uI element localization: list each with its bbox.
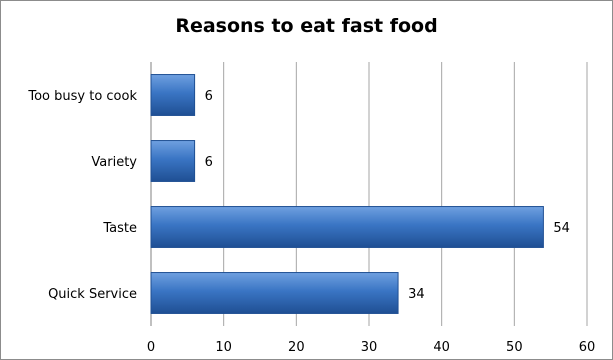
- data-label: 6: [205, 89, 213, 104]
- category-label: Quick Service: [48, 287, 137, 302]
- x-tick-label: 10: [215, 340, 232, 355]
- category-label: Variety: [91, 155, 137, 170]
- labels: 0 10 20 30 40 50 60 Too busy to cook 6 Variety 6 Ta…: [27, 89, 595, 355]
- x-tick-label: 0: [147, 340, 155, 355]
- category-label: Too busy to cook: [27, 89, 137, 104]
- x-tick-label: 60: [579, 340, 596, 355]
- data-label: 54: [553, 221, 570, 236]
- data-label: 34: [408, 287, 425, 302]
- bar: [150, 272, 399, 314]
- bar: [150, 140, 196, 182]
- x-tick-label: 20: [288, 340, 305, 355]
- x-tick-label: 50: [506, 340, 523, 355]
- bars: [150, 74, 544, 314]
- x-tick-label: 30: [361, 340, 378, 355]
- chart-title: Reasons to eat fast food: [175, 15, 438, 37]
- category-label: Taste: [102, 221, 137, 236]
- x-tick-label: 40: [433, 340, 450, 355]
- bar: [150, 206, 544, 248]
- data-label: 6: [205, 155, 213, 170]
- bar: [150, 74, 196, 116]
